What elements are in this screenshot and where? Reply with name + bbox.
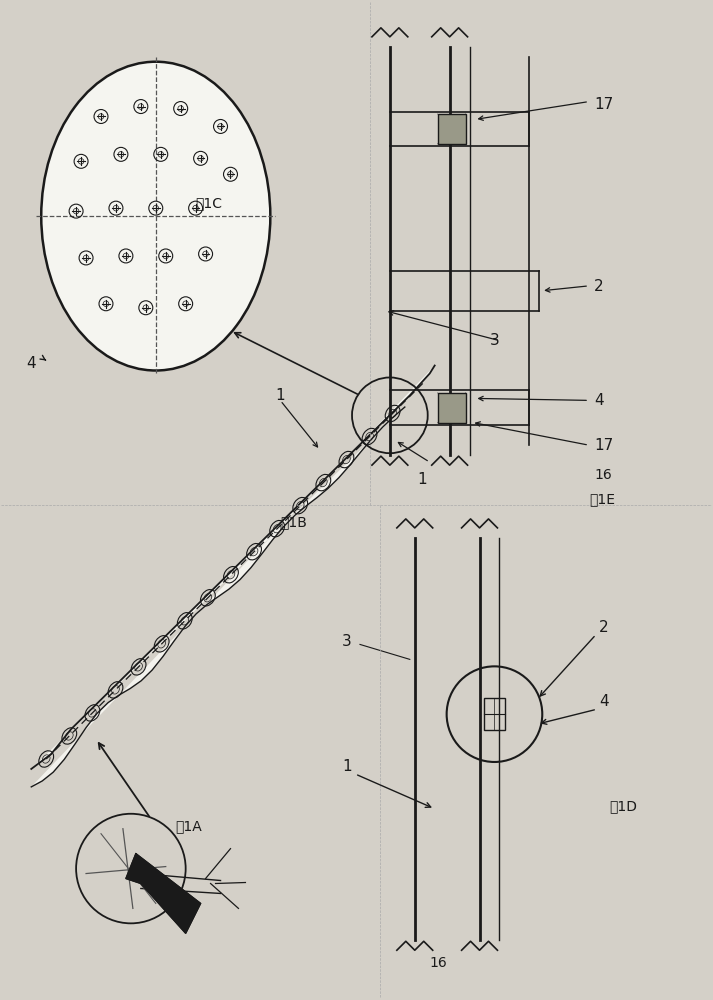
Text: 17: 17 xyxy=(594,97,613,112)
Polygon shape xyxy=(31,366,435,787)
Text: 17: 17 xyxy=(594,438,613,453)
Bar xyxy=(438,114,466,144)
Text: 16: 16 xyxy=(594,468,612,482)
Text: 3: 3 xyxy=(342,634,352,649)
Text: 1: 1 xyxy=(418,472,427,487)
Text: 3: 3 xyxy=(490,333,499,348)
Ellipse shape xyxy=(41,62,270,371)
Text: 2: 2 xyxy=(599,620,609,635)
Text: 1: 1 xyxy=(275,388,285,403)
Text: 图1C: 图1C xyxy=(195,196,222,210)
Text: 图1D: 图1D xyxy=(609,799,637,813)
Text: 1: 1 xyxy=(342,759,352,774)
Text: 4: 4 xyxy=(26,356,36,371)
Text: 4: 4 xyxy=(599,694,609,709)
Text: 图1A: 图1A xyxy=(175,819,202,833)
Text: 图1E: 图1E xyxy=(589,492,615,506)
Text: 2: 2 xyxy=(594,279,604,294)
Polygon shape xyxy=(126,854,200,933)
Text: 图1B: 图1B xyxy=(280,515,307,529)
Text: 16: 16 xyxy=(430,956,448,970)
Text: 4: 4 xyxy=(594,393,604,408)
Bar xyxy=(438,393,466,423)
Bar xyxy=(483,698,506,730)
